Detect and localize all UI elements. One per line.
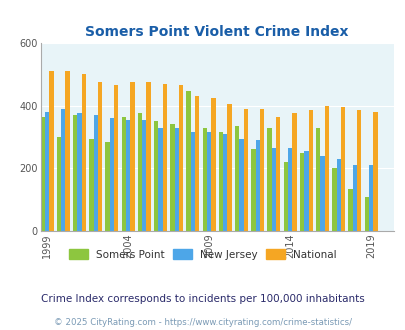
Bar: [93, 115, 98, 231]
Bar: [190, 132, 195, 231]
Bar: [336, 159, 340, 231]
Bar: [292, 114, 296, 231]
Bar: [283, 162, 287, 231]
Bar: [61, 109, 65, 231]
Bar: [49, 71, 53, 231]
Text: Crime Index corresponds to incidents per 100,000 inhabitants: Crime Index corresponds to incidents per…: [41, 294, 364, 304]
Bar: [308, 110, 312, 231]
Bar: [114, 85, 118, 231]
Bar: [239, 139, 243, 231]
Bar: [364, 197, 368, 231]
Bar: [121, 116, 126, 231]
Bar: [45, 112, 49, 231]
Bar: [186, 91, 190, 231]
Bar: [320, 156, 324, 231]
Bar: [137, 114, 142, 231]
Bar: [267, 128, 271, 231]
Bar: [105, 142, 109, 231]
Bar: [223, 134, 227, 231]
Bar: [65, 71, 70, 231]
Bar: [195, 96, 199, 231]
Bar: [243, 109, 247, 231]
Bar: [57, 137, 61, 231]
Bar: [98, 82, 102, 231]
Bar: [146, 82, 151, 231]
Bar: [259, 109, 264, 231]
Legend: Somers Point, New Jersey, National: Somers Point, New Jersey, National: [65, 245, 340, 264]
Bar: [275, 116, 280, 231]
Bar: [340, 107, 344, 231]
Bar: [130, 82, 134, 231]
Bar: [126, 120, 130, 231]
Bar: [315, 128, 320, 231]
Bar: [142, 120, 146, 231]
Bar: [153, 121, 158, 231]
Bar: [162, 84, 166, 231]
Bar: [255, 140, 259, 231]
Bar: [331, 168, 336, 231]
Bar: [73, 115, 77, 231]
Bar: [303, 151, 308, 231]
Bar: [271, 148, 275, 231]
Bar: [324, 106, 328, 231]
Bar: [40, 116, 45, 231]
Bar: [373, 112, 377, 231]
Bar: [234, 126, 239, 231]
Bar: [356, 110, 360, 231]
Bar: [89, 139, 93, 231]
Bar: [109, 118, 114, 231]
Bar: [174, 128, 179, 231]
Bar: [202, 128, 207, 231]
Bar: [287, 148, 292, 231]
Bar: [299, 152, 303, 231]
Bar: [207, 132, 211, 231]
Bar: [368, 165, 373, 231]
Bar: [179, 85, 183, 231]
Bar: [158, 128, 162, 231]
Bar: [170, 124, 174, 231]
Bar: [218, 132, 223, 231]
Bar: [352, 165, 356, 231]
Bar: [81, 74, 86, 231]
Bar: [227, 104, 231, 231]
Bar: [211, 98, 215, 231]
Bar: [77, 114, 81, 231]
Bar: [347, 189, 352, 231]
Title: Somers Point Violent Crime Index: Somers Point Violent Crime Index: [85, 25, 348, 39]
Bar: [251, 149, 255, 231]
Text: © 2025 CityRating.com - https://www.cityrating.com/crime-statistics/: © 2025 CityRating.com - https://www.city…: [54, 318, 351, 327]
